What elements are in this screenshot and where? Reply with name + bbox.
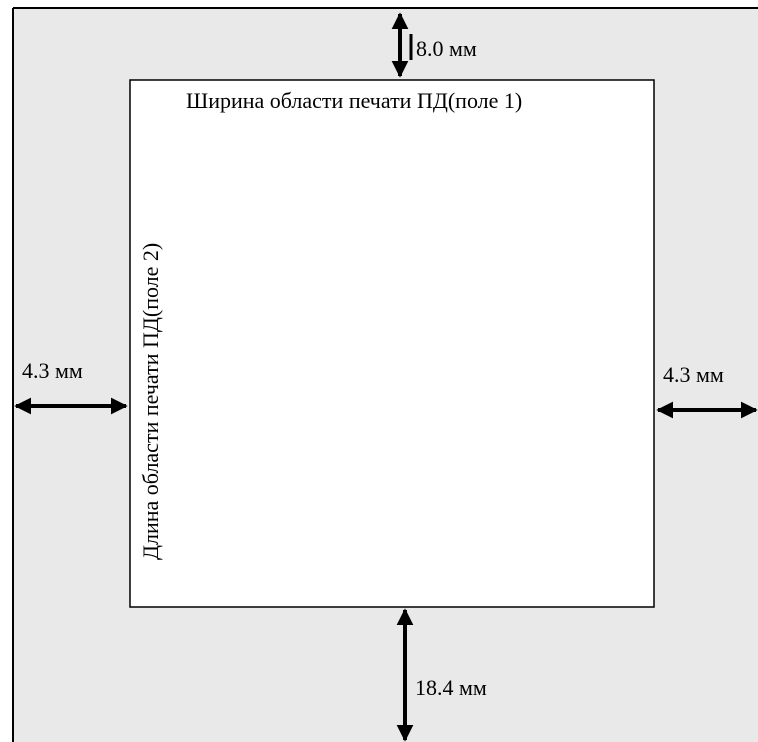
bottom-margin-label: 18.4 мм <box>415 675 487 700</box>
top-margin-label: 8.0 мм <box>416 36 477 61</box>
print-width-label: Ширина области печати ПД(поле 1) <box>186 88 523 113</box>
left-margin-label: 4.3 мм <box>22 358 83 383</box>
right-margin-label: 4.3 мм <box>663 362 724 387</box>
print-length-label: Длина области печати ПД(поле 2) <box>138 242 163 560</box>
print-area <box>129 79 655 608</box>
